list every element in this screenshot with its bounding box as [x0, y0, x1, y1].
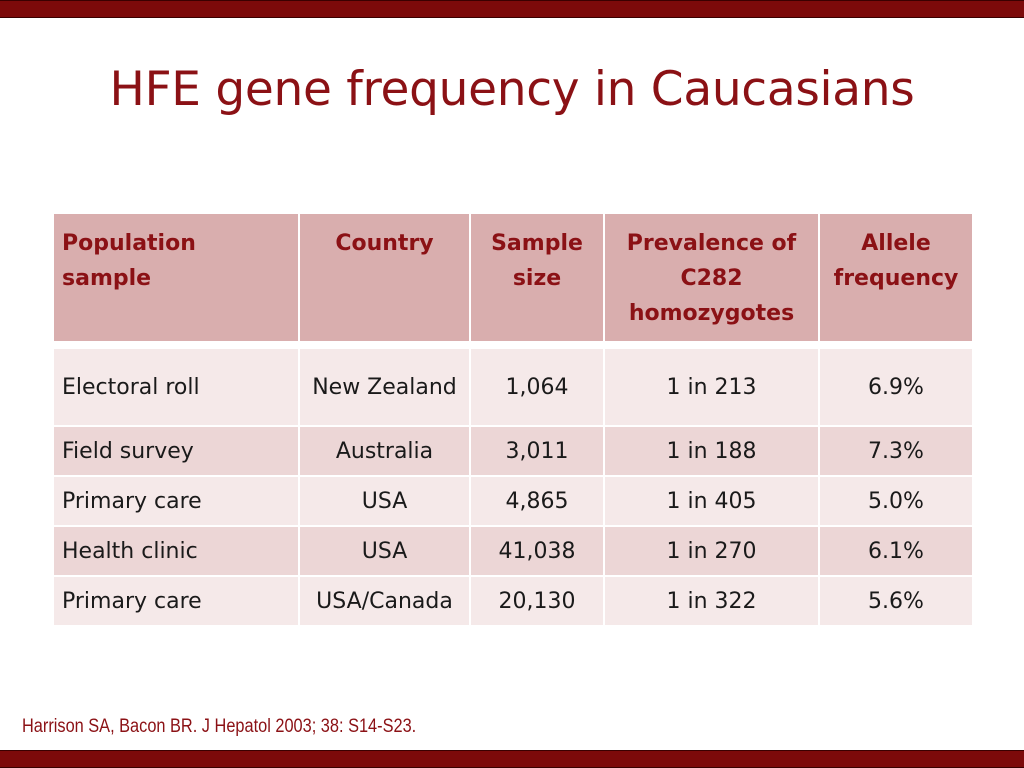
- table-row: Primary care USA/Canada 20,130 1 in 322 …: [52, 575, 974, 627]
- table-header-row: Population sample Country Sample size Pr…: [52, 212, 974, 343]
- cell-prevalence: 1 in 213: [603, 347, 820, 427]
- cell-population: Primary care: [52, 475, 300, 527]
- cell-country: New Zealand: [298, 347, 471, 427]
- cell-allele-frequency: 7.3%: [818, 425, 974, 477]
- table-row: Electoral roll New Zealand 1,064 1 in 21…: [52, 347, 974, 427]
- cell-sample-size: 41,038: [469, 525, 605, 577]
- header-country: Country: [298, 212, 471, 343]
- cell-sample-size: 3,011: [469, 425, 605, 477]
- table-row: Primary care USA 4,865 1 in 405 5.0%: [52, 475, 974, 527]
- top-border-bar: [0, 0, 1024, 18]
- cell-country: USA: [298, 525, 471, 577]
- header-divider: [53, 342, 973, 348]
- citation: Harrison SA, Bacon BR. J Hepatol 2003; 3…: [22, 716, 417, 737]
- cell-prevalence: 1 in 322: [603, 575, 820, 627]
- table-row: Field survey Australia 3,011 1 in 188 7.…: [52, 425, 974, 477]
- cell-sample-size: 1,064: [469, 347, 605, 427]
- cell-allele-frequency: 5.0%: [818, 475, 974, 527]
- cell-sample-size: 4,865: [469, 475, 605, 527]
- cell-allele-frequency: 6.1%: [818, 525, 974, 577]
- slide-title: HFE gene frequency in Caucasians: [109, 62, 915, 117]
- cell-country: Australia: [298, 425, 471, 477]
- cell-population: Electoral roll: [52, 347, 300, 427]
- cell-prevalence: 1 in 405: [603, 475, 820, 527]
- table-row: Health clinic USA 41,038 1 in 270 6.1%: [52, 525, 974, 577]
- cell-allele-frequency: 6.9%: [818, 347, 974, 427]
- cell-sample-size: 20,130: [469, 575, 605, 627]
- header-population-sample: Population sample: [52, 212, 300, 343]
- cell-population: Field survey: [52, 425, 300, 477]
- cell-country: USA/Canada: [298, 575, 471, 627]
- header-allele-frequency: Allele frequency: [818, 212, 974, 343]
- header-prevalence: Prevalence of C282 homozygotes: [603, 212, 820, 343]
- cell-prevalence: 1 in 188: [603, 425, 820, 477]
- header-sample-size: Sample size: [469, 212, 605, 343]
- cell-allele-frequency: 5.6%: [818, 575, 974, 627]
- cell-country: USA: [298, 475, 471, 527]
- cell-population: Health clinic: [52, 525, 300, 577]
- cell-population: Primary care: [52, 575, 300, 627]
- bottom-border-bar: [0, 750, 1024, 768]
- cell-prevalence: 1 in 270: [603, 525, 820, 577]
- gene-frequency-table: Population sample Country Sample size Pr…: [52, 212, 974, 627]
